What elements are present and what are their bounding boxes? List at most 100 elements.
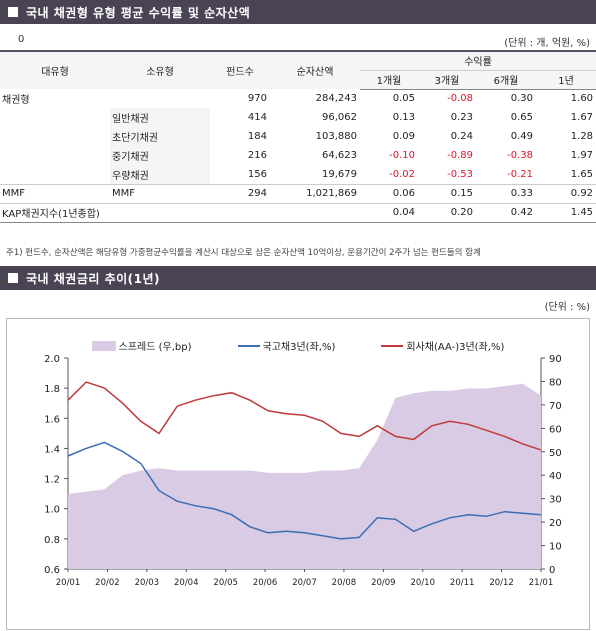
header-minor: 소유형 xyxy=(110,50,210,89)
cell-m1: 0.13 xyxy=(392,112,415,123)
header-funds: 펀드수 xyxy=(210,50,270,89)
series-line-ktb3y xyxy=(67,441,542,540)
cell-m1: 0.06 xyxy=(360,184,418,204)
y-left-tick-label: 1.2 xyxy=(44,475,60,486)
cell-y1: 1.97 xyxy=(570,150,594,161)
cell-minor: MMF xyxy=(110,184,210,204)
y-right-tick-label: 20 xyxy=(549,518,562,529)
cell-funds: 156 xyxy=(210,165,270,185)
x-tick-label: 20/09 xyxy=(371,578,396,588)
x-tick-label: 20/08 xyxy=(332,578,357,588)
cell-m6: 0.30 xyxy=(510,93,533,105)
legend-item-spread: 스프레드 (우,bp) xyxy=(91,338,192,353)
cell-m3: 0.24 xyxy=(450,131,473,142)
header-1m: 1개월 xyxy=(360,70,418,90)
cell-funds xyxy=(210,203,270,223)
cell-funds: 216 xyxy=(247,150,267,161)
series-line-corp3y xyxy=(67,381,542,451)
series-area-spread xyxy=(68,383,541,569)
y-left-tick-label: 2.0 xyxy=(44,354,60,365)
cell-m6: 0.49 xyxy=(510,131,533,142)
x-tick-label: 21/01 xyxy=(529,578,554,588)
header-1y: 1년 xyxy=(536,70,596,90)
y-left-tick-label: 0.8 xyxy=(44,535,60,546)
y-right-tick-label: 0 xyxy=(549,565,555,576)
cell-m3: -0.53 xyxy=(418,165,476,185)
header-major: 대유형 xyxy=(0,50,110,89)
chart-unit-label: (단위 : %) xyxy=(544,302,590,313)
cell-minor: 초단기채권 xyxy=(110,127,210,146)
y-left-tick-label: 0.6 xyxy=(44,565,60,576)
cell-y1: 1.28 xyxy=(570,131,594,142)
section-title: 국내 채권금리 추이(1년) xyxy=(26,271,161,286)
cell-m6: 0.33 xyxy=(476,184,536,204)
legend-item-ktb3y: 국고채3년(좌,%) xyxy=(237,338,336,353)
cell-m3: -0.89 xyxy=(447,150,473,161)
y-left-tick-label: 1.6 xyxy=(44,414,60,425)
cell-m3: -0.08 xyxy=(447,93,473,105)
cell-y1: 1.45 xyxy=(536,203,596,223)
y-right-tick-label: 90 xyxy=(549,354,562,365)
x-tick-label: 20/11 xyxy=(450,578,475,588)
legend-item-corp3y: 회사채(AA-)3년(좌,%) xyxy=(381,338,504,353)
cell-m1: 0.09 xyxy=(392,131,415,142)
header-assets: 순자산액 xyxy=(270,50,360,89)
header-3m: 3개월 xyxy=(418,70,476,90)
section-header-fund-returns: 국내 채권형 유형 평균 수익률 및 순자산액 xyxy=(0,0,596,24)
x-tick-label: 20/06 xyxy=(253,578,278,588)
cell-minor: 중기채권 xyxy=(110,146,210,165)
x-tick-label: 20/05 xyxy=(213,578,238,588)
cell-funds: 294 xyxy=(210,184,270,204)
cell-m1: -0.10 xyxy=(389,150,415,161)
x-tick-label: 20/07 xyxy=(292,578,317,588)
cell-minor xyxy=(110,203,210,223)
legend-label-spread: 스프레드 (우,bp) xyxy=(118,342,192,353)
section-header-bond-rates: 국내 채권금리 추이(1년) xyxy=(0,266,596,290)
legend-label-corp3y: 회사채(AA-)3년(좌,%) xyxy=(406,342,505,353)
cell-m1: 0.05 xyxy=(392,93,415,105)
legend-label-ktb3y: 국고채3년(좌,%) xyxy=(262,342,336,353)
cell-y1: 1.60 xyxy=(570,93,594,105)
y-left-tick-label: 1.0 xyxy=(44,505,60,516)
cell-minor: 일반채권 xyxy=(110,108,210,127)
cell-assets xyxy=(270,203,360,223)
cell-m1: -0.02 xyxy=(360,165,418,185)
x-tick-label: 20/03 xyxy=(135,578,160,588)
cell-funds: 970 xyxy=(247,93,267,104)
table-top-left-label: 0 xyxy=(18,34,25,45)
table-row: 일반채권 414 96,062 0.13 0.23 0.65 1.67 xyxy=(0,108,596,127)
cell-m1: 0.04 xyxy=(360,203,418,223)
legend-swatch-line xyxy=(237,344,260,347)
cell-major: MMF xyxy=(0,184,110,204)
table-unit-label: (단위 : 개, 억원, %) xyxy=(504,38,590,49)
y-right-tick-label: 80 xyxy=(549,377,562,388)
table-row: 우량채권 156 19,679 -0.02 -0.53 -0.21 1.65 xyxy=(0,165,596,185)
table-row: 채권형 970 284,243 0.05 -0.08 0.30 1.60 xyxy=(0,89,596,108)
cell-major xyxy=(0,165,110,185)
header-6m: 6개월 xyxy=(476,70,536,90)
cell-m6: 0.42 xyxy=(476,203,536,223)
cell-major: 채권형 xyxy=(2,95,30,106)
y-right-tick-label: 50 xyxy=(549,448,562,459)
header-returns: 수익률 xyxy=(360,50,596,71)
cell-major: KAP채권지수(1년종합) xyxy=(0,203,110,223)
square-bullet-icon xyxy=(8,7,18,17)
cell-m3: 0.20 xyxy=(418,203,476,223)
table-row: 중기채권 216 64,623 -0.10 -0.89 -0.38 1.97 xyxy=(0,146,596,165)
y-right-tick-label: 60 xyxy=(549,424,562,435)
cell-m6: -0.21 xyxy=(476,165,536,185)
cell-assets: 1,021,869 xyxy=(270,184,360,204)
cell-assets: 103,880 xyxy=(315,131,357,142)
cell-y1: 1.65 xyxy=(536,165,596,185)
x-tick-label: 20/01 xyxy=(56,578,81,588)
cell-m3: 0.15 xyxy=(418,184,476,204)
y-right-tick-label: 70 xyxy=(549,401,562,412)
y-left-tick-label: 1.4 xyxy=(44,444,60,455)
cell-minor: 우량채권 xyxy=(110,165,210,185)
cell-m6: -0.38 xyxy=(507,150,533,161)
x-tick-label: 20/04 xyxy=(174,578,199,588)
y-right-tick-label: 30 xyxy=(549,495,562,506)
cell-assets: 284,243 xyxy=(315,93,357,104)
legend-swatch-area xyxy=(91,340,116,351)
